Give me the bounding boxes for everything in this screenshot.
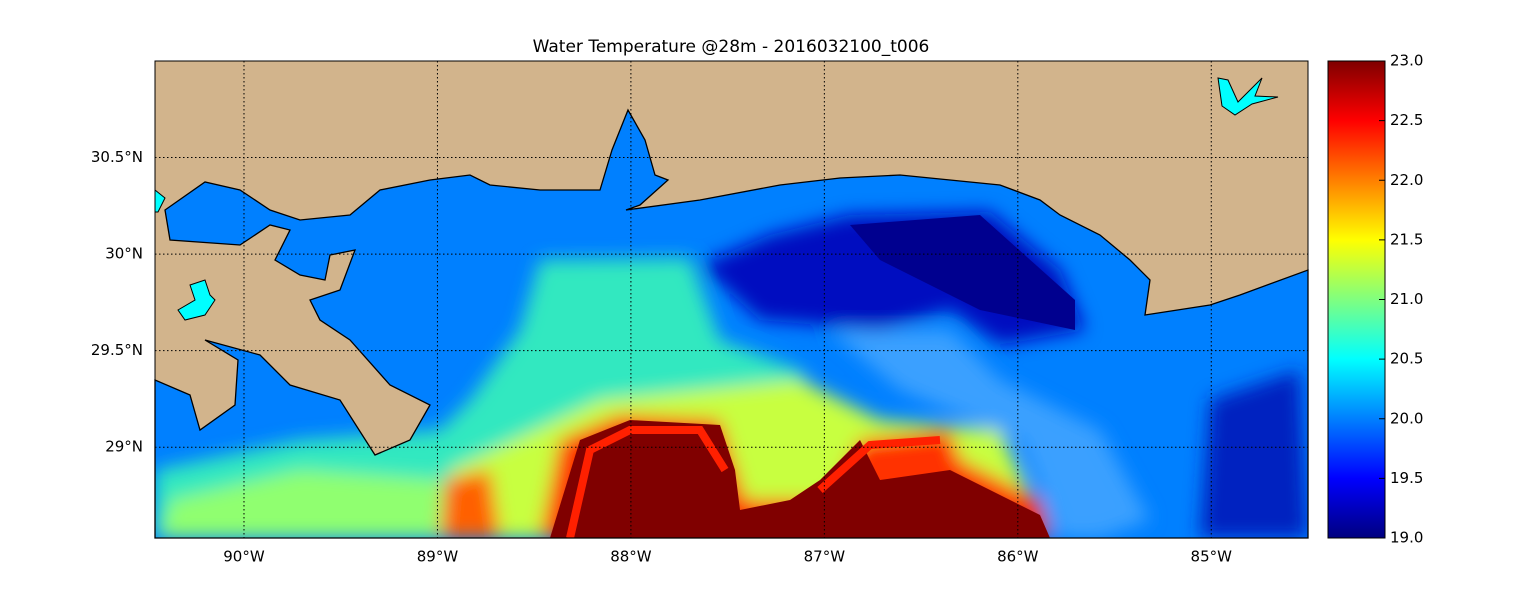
map-frame (154, 60, 1309, 539)
colorbar-tick-label: 19.0 (1390, 529, 1423, 547)
y-tick-label: 30°N (105, 245, 143, 263)
colorbar (1327, 60, 1386, 539)
y-tick-label: 30.5°N (91, 148, 143, 166)
lake (177, 279, 216, 321)
x-tick-label: 85°W (1191, 548, 1233, 566)
colorbar-tick-label: 21.5 (1390, 230, 1423, 248)
lake (1217, 77, 1279, 116)
x-tick-label: 86°W (997, 548, 1039, 566)
colorbar-tick-label: 20.5 (1390, 350, 1423, 368)
y-tick-label: 29.5°N (91, 341, 143, 359)
y-tick-label: 29°N (105, 438, 143, 456)
colorbar-tick-label: 21.0 (1390, 290, 1423, 308)
x-tick-label: 87°W (804, 548, 846, 566)
colorbar-tick-label: 20.0 (1390, 409, 1423, 427)
colorbar-tick-label: 22.0 (1390, 171, 1423, 189)
map-title: Water Temperature @28m - 2016032100_t006 (533, 37, 930, 57)
colorbar-tick-label: 22.5 (1390, 111, 1423, 129)
colorbar-tick-label: 23.0 (1390, 52, 1423, 70)
colorbar-tick-label: 19.5 (1390, 469, 1423, 487)
x-tick-label: 88°W (610, 548, 652, 566)
x-tick-label: 90°W (223, 548, 265, 566)
temperature-field (155, 212, 1308, 538)
x-tick-label: 89°W (417, 548, 459, 566)
